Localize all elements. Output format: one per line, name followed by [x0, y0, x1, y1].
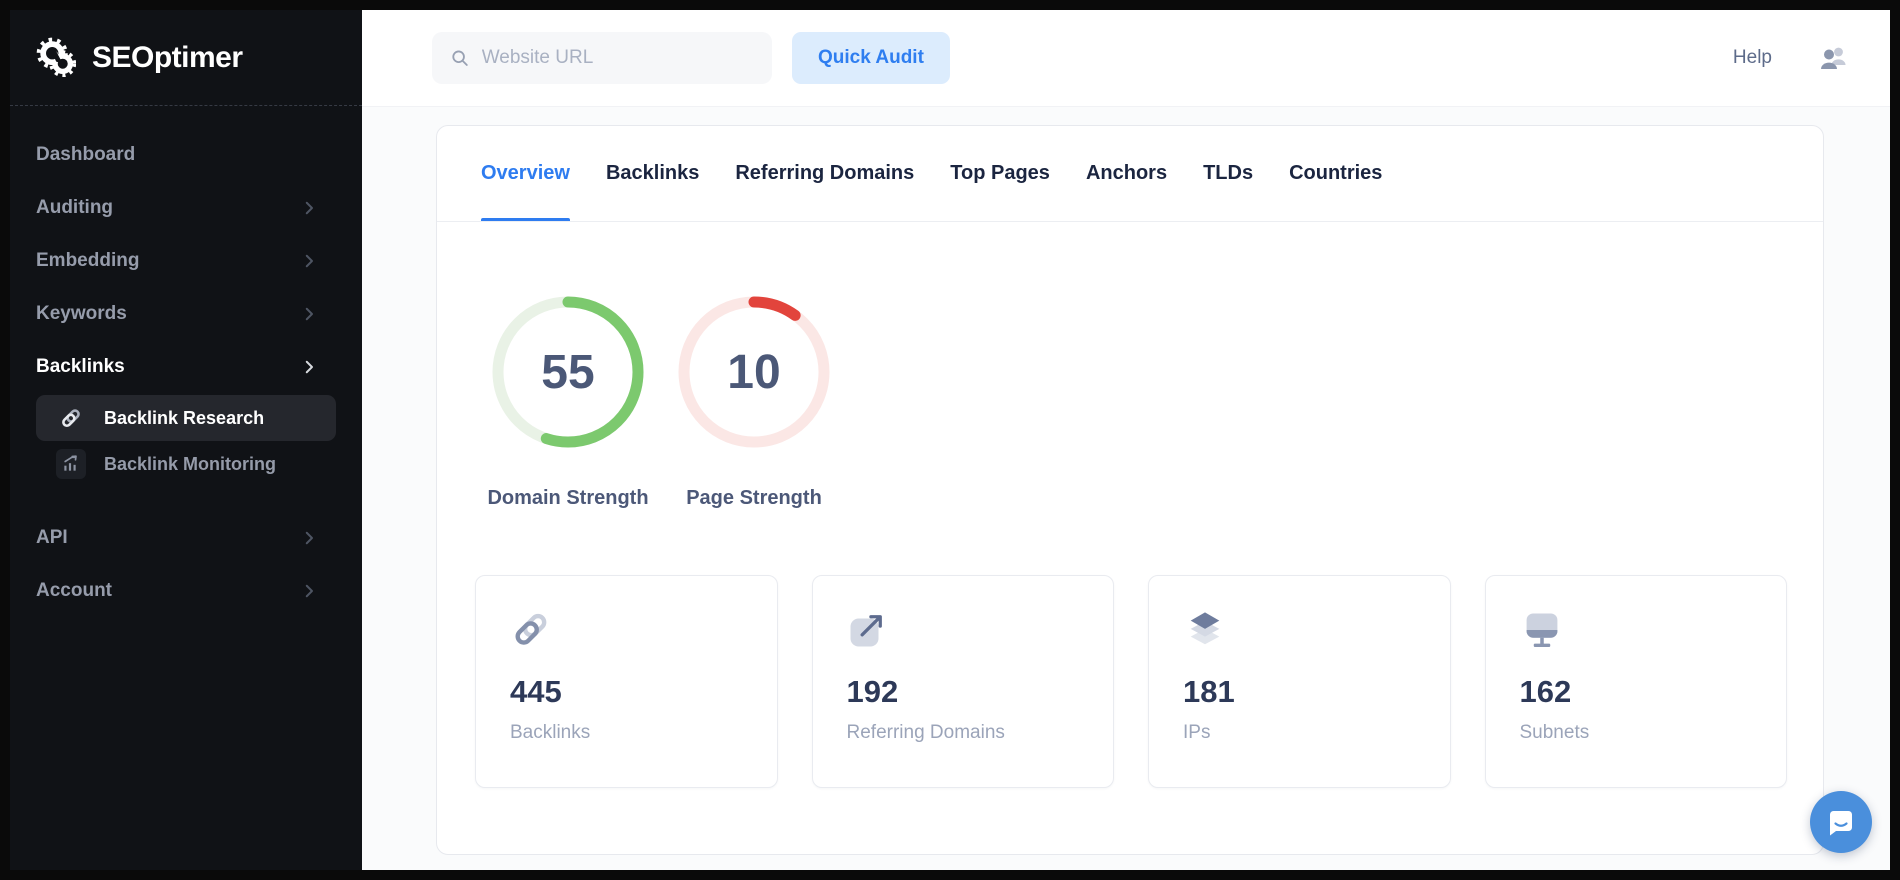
- external-link-icon: [847, 608, 1080, 652]
- tab-tlds[interactable]: TLDs: [1203, 162, 1254, 184]
- sidebar-item-embedding[interactable]: Embedding: [10, 234, 362, 287]
- sidebar-item-label: Auditing: [36, 196, 114, 218]
- brand-name: SEOptimer: [92, 40, 243, 74]
- sidebar-item-label: Dashboard: [36, 143, 136, 165]
- stat-value: 192: [846, 674, 899, 709]
- sidebar-item-backlink-research[interactable]: Backlink Research: [36, 395, 336, 441]
- topbar: Quick Audit Help: [362, 10, 1890, 107]
- tab-overview[interactable]: Overview: [481, 126, 570, 221]
- seoptimer-gear-icon: [36, 37, 77, 77]
- domain-strength-value: 55: [541, 345, 595, 399]
- brand-logo[interactable]: SEOptimer: [10, 10, 362, 106]
- sidebar-nav: Dashboard Auditing Embedding Keywords Ba…: [10, 106, 362, 617]
- sidebar-item-label: Keywords: [36, 302, 127, 324]
- stat-label: Referring Domains: [846, 722, 1005, 743]
- page-strength-value: 10: [727, 345, 781, 399]
- stat-label: IPs: [1183, 722, 1211, 743]
- sidebar: SEOptimer Dashboard Auditing Embedding K…: [10, 10, 362, 870]
- chat-launcher-button[interactable]: [1810, 791, 1872, 853]
- bar-chart-icon: [56, 449, 86, 479]
- monitor-icon: [1520, 608, 1753, 652]
- stat-label: Backlinks: [510, 722, 591, 743]
- sidebar-item-label: Account: [36, 579, 112, 601]
- search-icon: [452, 50, 468, 66]
- strength-gauges: 55 Domain Strength 10 Page Strength: [437, 222, 1823, 513]
- sidebar-item-auditing[interactable]: Auditing: [10, 181, 362, 234]
- sidebar-item-label: Backlink Monitoring: [104, 453, 277, 474]
- chevron-right-icon: [305, 531, 313, 544]
- domain-strength-gauge: 55 Domain Strength: [487, 292, 649, 513]
- stat-value: 181: [1183, 674, 1235, 709]
- stat-value: 162: [1519, 674, 1572, 709]
- help-link[interactable]: Help: [1732, 47, 1772, 68]
- sidebar-item-label: Embedding: [36, 249, 140, 271]
- sidebar-item-label: API: [36, 526, 68, 548]
- chevron-right-icon: [305, 201, 313, 214]
- sidebar-item-api[interactable]: API: [10, 511, 362, 564]
- chevron-right-icon: [305, 360, 313, 373]
- sidebar-item-backlinks[interactable]: Backlinks: [10, 340, 362, 393]
- tab-countries[interactable]: Countries: [1289, 162, 1383, 184]
- tab-top-pages[interactable]: Top Pages: [950, 162, 1050, 184]
- tab-backlinks[interactable]: Backlinks: [605, 162, 700, 184]
- tabs: Overview Backlinks Referring Domains Top…: [437, 126, 1823, 222]
- tab-referring-domains[interactable]: Referring Domains: [735, 162, 915, 184]
- tab-anchors[interactable]: Anchors: [1085, 162, 1168, 184]
- page-strength-label: Page Strength: [686, 487, 822, 509]
- referring-domains-stat-card[interactable]: 192 Referring Domains: [811, 575, 1114, 788]
- sidebar-item-dashboard[interactable]: Dashboard: [10, 128, 362, 181]
- backlinks-submenu: Backlink Research Backlink Monitoring: [10, 393, 362, 497]
- user-menu-button[interactable]: [1818, 45, 1850, 72]
- website-url-search[interactable]: [432, 32, 772, 84]
- users-icon: [1821, 47, 1846, 69]
- stat-cards: 445 Backlinks: [437, 513, 1823, 788]
- layers-icon: [1183, 608, 1416, 652]
- content-area: Overview Backlinks Referring Domains Top…: [362, 107, 1890, 870]
- search-input[interactable]: [481, 47, 754, 69]
- quick-audit-button[interactable]: Quick Audit: [792, 32, 950, 84]
- chevron-right-icon: [305, 584, 313, 597]
- subnets-stat-card[interactable]: 162 Subnets: [1484, 575, 1787, 788]
- sidebar-item-label: Backlink Research: [104, 407, 265, 428]
- sidebar-item-keywords[interactable]: Keywords: [10, 287, 362, 340]
- stat-label: Subnets: [1519, 722, 1590, 743]
- chevron-right-icon: [305, 307, 313, 320]
- main-area: Quick Audit Help Overview Backlinks Refe…: [362, 10, 1890, 870]
- domain-strength-label: Domain Strength: [487, 487, 649, 509]
- intercom-chat-icon: [1830, 811, 1852, 836]
- ips-stat-card[interactable]: 181 IPs: [1148, 575, 1451, 788]
- sidebar-item-account[interactable]: Account: [10, 564, 362, 617]
- sidebar-item-label: Backlinks: [36, 355, 125, 377]
- stat-value: 445: [510, 674, 562, 709]
- backlink-overview-panel: Overview Backlinks Referring Domains Top…: [436, 125, 1824, 855]
- chevron-right-icon: [305, 254, 313, 267]
- backlinks-stat-card[interactable]: 445 Backlinks: [475, 575, 778, 788]
- page-strength-gauge: 10 Page Strength: [673, 292, 835, 513]
- link-icon: [510, 608, 743, 652]
- link-icon: [56, 403, 86, 433]
- sidebar-item-backlink-monitoring[interactable]: Backlink Monitoring: [36, 441, 336, 487]
